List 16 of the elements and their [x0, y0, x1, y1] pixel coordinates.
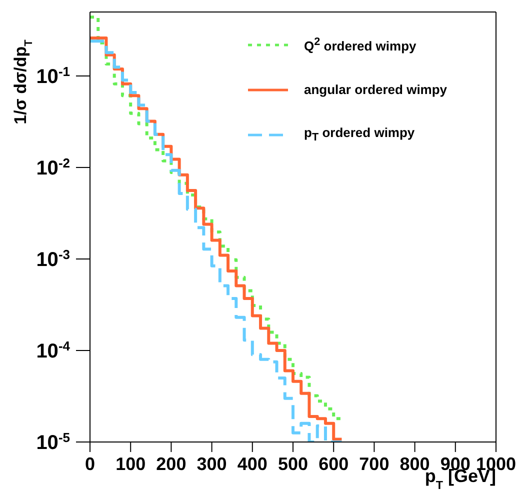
y-tick-label: 10$^{-2}$ [36, 154, 70, 180]
legend-label: p$_{T}$ ordered wimpy [304, 125, 415, 144]
x-tick-label: 300 [196, 454, 227, 474]
x-tick-label: 700 [359, 454, 390, 474]
y-tick-label: 10$^{-4}$ [36, 338, 71, 362]
x-tick-label: 0 [84, 454, 96, 474]
legend-label: Q$^{2}$ ordered wimpy [304, 36, 416, 54]
legend-label: angular ordered wimpy [304, 82, 448, 97]
x-tick-label: 100 [116, 454, 146, 474]
y-tick-label: 10$^{-1}$ [36, 63, 70, 88]
x-tick-label: 200 [156, 454, 186, 474]
x-tick-label: 600 [318, 454, 349, 474]
x-tick-label: 400 [237, 454, 268, 474]
x-tick-label: 500 [278, 454, 308, 474]
y-tick-label: 10$^{-5}$ [36, 430, 70, 454]
y-tick-label: 10$^{-3}$ [36, 246, 70, 271]
